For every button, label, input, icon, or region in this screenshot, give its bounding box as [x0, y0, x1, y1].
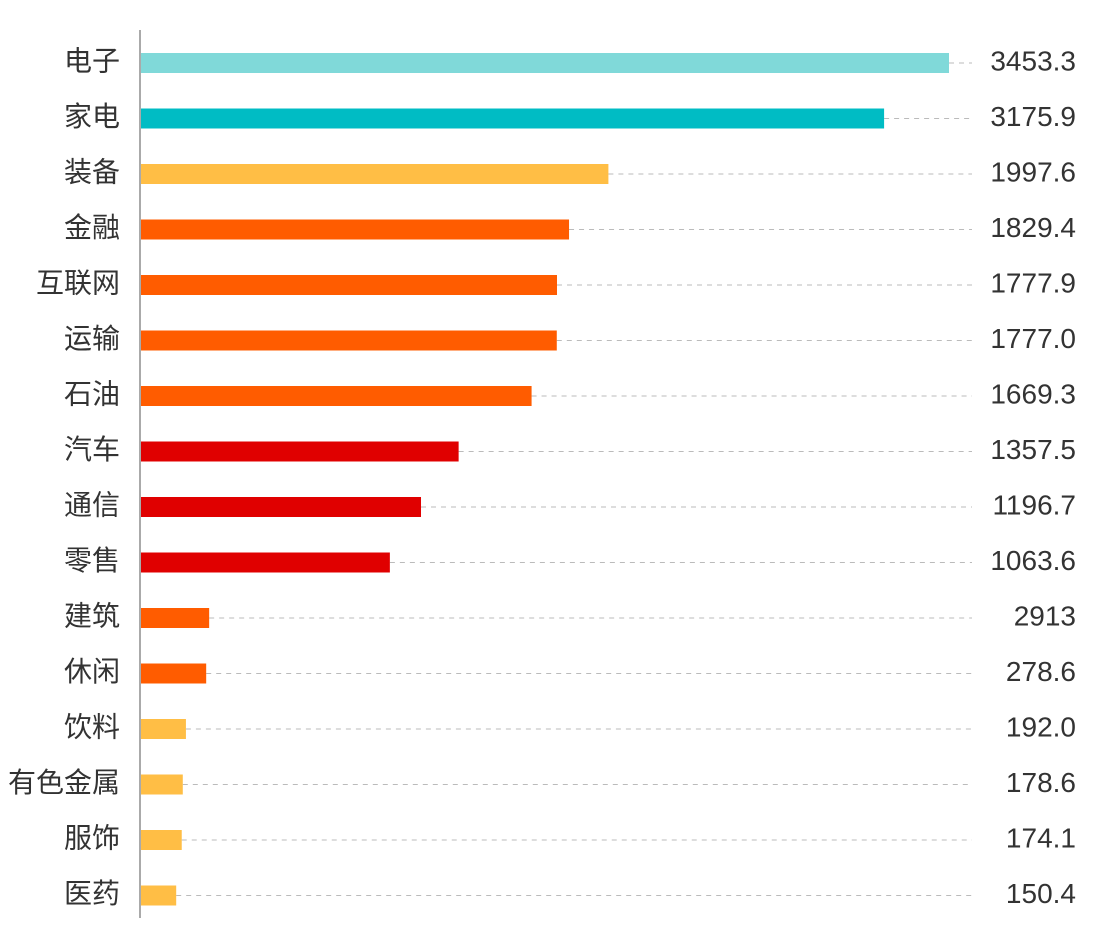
category-label: 家电 [64, 101, 120, 132]
category-label: 医药 [64, 878, 120, 909]
value-label: 192.0 [1006, 711, 1076, 742]
bar [141, 608, 210, 628]
bar [141, 108, 885, 129]
bar [141, 386, 532, 406]
category-label: 有色金属 [8, 767, 120, 798]
value-label: 278.6 [1006, 656, 1076, 687]
value-label: 3175.9 [990, 101, 1076, 132]
category-label: 通信 [64, 489, 120, 520]
category-label: 运输 [64, 323, 120, 354]
bar [141, 774, 183, 795]
value-label: 1997.6 [990, 156, 1076, 187]
bar [141, 719, 186, 739]
value-label: 1829.4 [990, 212, 1076, 243]
bar [141, 330, 557, 351]
category-label: 汽车 [64, 434, 120, 465]
category-label: 零售 [64, 545, 120, 576]
category-label: 建筑 [64, 600, 120, 631]
value-label: 1669.3 [990, 378, 1076, 409]
value-label: 2913 [1014, 600, 1076, 631]
value-label: 174.1 [1006, 822, 1076, 853]
bar [141, 53, 949, 73]
category-label: 饮料 [64, 711, 120, 742]
bar [141, 441, 459, 462]
value-label: 1357.5 [990, 434, 1076, 465]
value-label: 150.4 [1006, 878, 1076, 909]
category-label: 服饰 [64, 822, 120, 853]
bar [141, 164, 609, 184]
value-label: 178.6 [1006, 767, 1076, 798]
bar [141, 219, 570, 240]
category-label: 互联网 [36, 267, 120, 298]
bar [141, 885, 177, 906]
bar [141, 275, 557, 295]
value-label: 1196.7 [992, 489, 1076, 520]
bar [141, 663, 207, 684]
category-label: 装备 [64, 156, 120, 187]
category-label: 石油 [64, 378, 120, 409]
bar [141, 830, 182, 850]
category-label: 休闲 [64, 656, 120, 687]
value-label: 1777.0 [990, 323, 1076, 354]
value-label: 1063.6 [990, 545, 1076, 576]
bar [141, 552, 390, 573]
bar [141, 497, 422, 517]
category-label: 金融 [64, 212, 120, 243]
value-label: 1777.9 [990, 267, 1076, 298]
category-label: 电子 [64, 45, 120, 76]
value-label: 3453.3 [990, 45, 1076, 76]
